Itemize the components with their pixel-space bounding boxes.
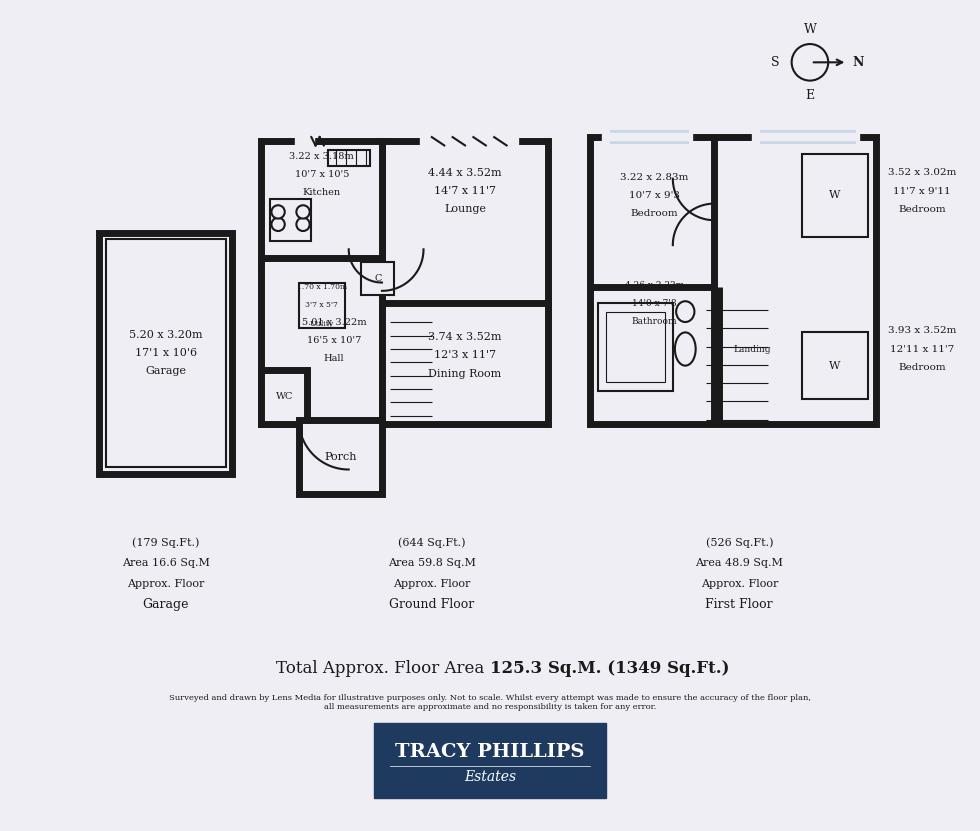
- Text: Estates: Estates: [464, 770, 516, 784]
- Text: 3.22 x 3.18m: 3.22 x 3.18m: [289, 152, 354, 160]
- Circle shape: [296, 205, 310, 219]
- Text: 3.52 x 3.02m: 3.52 x 3.02m: [888, 169, 956, 177]
- Text: 11'7 x 9'11: 11'7 x 9'11: [894, 187, 951, 195]
- Bar: [760, 130, 856, 144]
- Bar: [590, 137, 876, 424]
- Bar: [328, 150, 369, 166]
- Text: First Floor: First Floor: [706, 598, 773, 611]
- Text: 3.93 x 3.52m: 3.93 x 3.52m: [888, 327, 956, 335]
- Text: 14'0 x 7'8: 14'0 x 7'8: [632, 299, 677, 307]
- Bar: [262, 370, 307, 424]
- Text: 12'11 x 11'7: 12'11 x 11'7: [890, 345, 955, 353]
- Text: 4.26 x 2.33m: 4.26 x 2.33m: [625, 281, 684, 289]
- Text: Landing: Landing: [733, 345, 770, 353]
- Ellipse shape: [675, 332, 696, 366]
- Text: 12'3 x 11'7: 12'3 x 11'7: [434, 350, 496, 361]
- Text: Area 48.9 Sq.M: Area 48.9 Sq.M: [696, 558, 783, 568]
- Text: Porch: Porch: [324, 452, 357, 462]
- Text: (526 Sq.Ft.): (526 Sq.Ft.): [706, 537, 773, 548]
- Bar: [611, 130, 690, 144]
- Bar: [382, 303, 548, 424]
- Bar: [299, 420, 382, 494]
- Bar: [106, 239, 225, 467]
- Text: 5.01 x 3.22m: 5.01 x 3.22m: [302, 318, 367, 327]
- Circle shape: [296, 218, 310, 231]
- Text: W: W: [829, 361, 841, 371]
- Text: WC: WC: [275, 392, 293, 401]
- Text: (179 Sq.Ft.): (179 Sq.Ft.): [132, 537, 200, 548]
- Bar: [270, 199, 312, 241]
- Text: Approx. Floor: Approx. Floor: [393, 578, 470, 589]
- Text: Kitchen: Kitchen: [303, 189, 341, 197]
- Text: Bathroom: Bathroom: [632, 317, 677, 326]
- Text: W: W: [829, 190, 841, 200]
- Text: 17'1 x 10'6: 17'1 x 10'6: [135, 348, 197, 358]
- Text: 3.22 x 2.83m: 3.22 x 2.83m: [620, 173, 689, 181]
- Circle shape: [271, 205, 285, 219]
- Text: 3.74 x 3.52m: 3.74 x 3.52m: [428, 332, 502, 342]
- Text: 16'5 x 10'7: 16'5 x 10'7: [307, 337, 362, 345]
- Bar: [382, 141, 548, 316]
- Text: W: W: [804, 22, 816, 36]
- Text: S: S: [771, 56, 779, 69]
- Bar: [99, 233, 232, 474]
- Text: Ground Floor: Ground Floor: [389, 598, 474, 611]
- Text: Approx. Floor: Approx. Floor: [127, 578, 205, 589]
- Text: E: E: [806, 89, 814, 102]
- Text: Total Approx. Floor Area: Total Approx. Floor Area: [276, 661, 490, 677]
- Text: (644 Sq.Ft.): (644 Sq.Ft.): [398, 537, 466, 548]
- Text: 4.44 x 3.52m: 4.44 x 3.52m: [428, 168, 502, 178]
- Text: Garage: Garage: [145, 366, 186, 376]
- Text: Surveyed and drawn by Lens Media for illustrative purposes only. Not to scale. W: Surveyed and drawn by Lens Media for ill…: [169, 694, 811, 711]
- FancyBboxPatch shape: [373, 723, 607, 798]
- Bar: [262, 141, 382, 266]
- Text: 1.70 x 1.70m: 1.70 x 1.70m: [297, 283, 347, 291]
- Text: Garage: Garage: [143, 598, 189, 611]
- Text: Bedroom: Bedroom: [899, 205, 946, 214]
- Text: Area 16.6 Sq.M: Area 16.6 Sq.M: [122, 558, 210, 568]
- Text: 125.3 Sq.M. (1349 Sq.Ft.): 125.3 Sq.M. (1349 Sq.Ft.): [490, 661, 729, 677]
- Text: TRACY PHILLIPS: TRACY PHILLIPS: [395, 743, 585, 761]
- Text: Utility: Utility: [310, 320, 334, 327]
- Text: Hall: Hall: [323, 355, 345, 363]
- Circle shape: [792, 44, 828, 81]
- Text: Approx. Floor: Approx. Floor: [701, 578, 778, 589]
- Bar: [598, 303, 673, 391]
- Bar: [362, 262, 394, 295]
- Text: 10'7 x 10'5: 10'7 x 10'5: [295, 170, 349, 179]
- Text: 3'7 x 5'7: 3'7 x 5'7: [306, 302, 338, 309]
- Bar: [802, 332, 868, 399]
- Bar: [802, 154, 868, 237]
- Bar: [607, 312, 664, 382]
- Text: Lounge: Lounge: [444, 204, 486, 214]
- Text: 14'7 x 11'7: 14'7 x 11'7: [434, 186, 496, 196]
- Bar: [262, 258, 382, 424]
- Text: C: C: [374, 274, 381, 283]
- Text: Bedroom: Bedroom: [899, 363, 946, 371]
- Text: Area 59.8 Sq.M: Area 59.8 Sq.M: [388, 558, 475, 568]
- Ellipse shape: [676, 301, 695, 322]
- Text: Dining Room: Dining Room: [428, 368, 502, 379]
- Text: 10'7 x 9'3: 10'7 x 9'3: [629, 191, 680, 199]
- Text: N: N: [853, 56, 863, 69]
- Text: Bedroom: Bedroom: [631, 209, 678, 218]
- Text: 5.20 x 3.20m: 5.20 x 3.20m: [129, 330, 203, 340]
- Bar: [299, 283, 345, 328]
- Circle shape: [271, 218, 285, 231]
